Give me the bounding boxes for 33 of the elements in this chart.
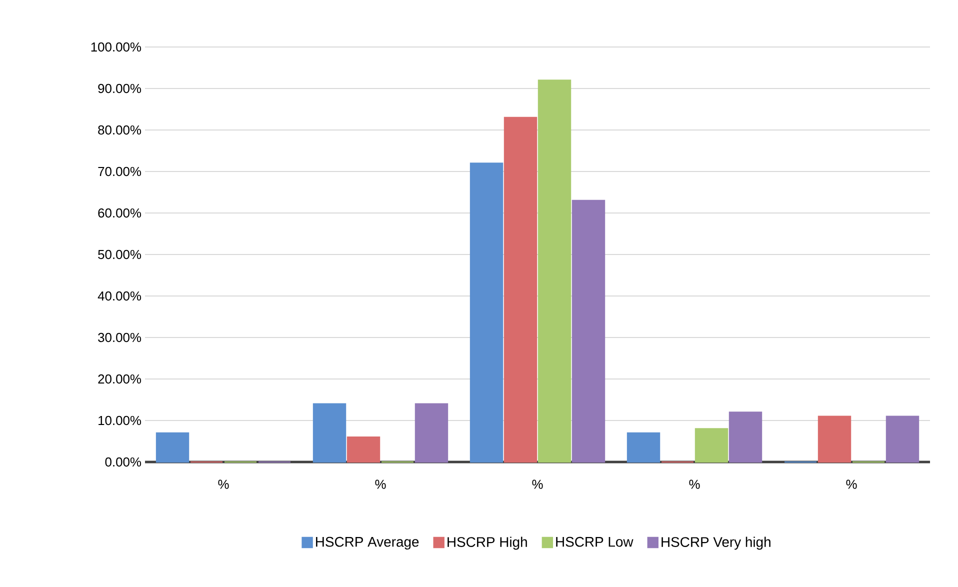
x-tick-label: %	[689, 480, 700, 489]
bar	[346, 436, 380, 463]
bar	[470, 162, 504, 463]
y-tick-label: 40.00%	[98, 291, 142, 301]
bar	[572, 200, 606, 463]
y-tick-label: 50.00%	[98, 250, 142, 260]
y-tick-label: 90.00%	[98, 84, 142, 94]
bar	[538, 80, 572, 463]
y-tick-label: 0.00%	[105, 457, 142, 467]
y-tick-label: 100.00%	[91, 42, 142, 52]
bar	[728, 412, 762, 463]
x-tick-label: %	[375, 480, 386, 489]
legend-label: HSCRP High	[448, 536, 527, 550]
y-tick-label: 20.00%	[98, 374, 142, 384]
legend-label: HSCRP Very high	[662, 536, 770, 550]
bar	[414, 403, 448, 463]
bar	[886, 416, 920, 463]
legend-label: HSCRP Low	[556, 536, 634, 547]
bar	[312, 403, 346, 463]
x-tick-label: %	[532, 480, 543, 489]
bar	[626, 432, 660, 463]
x-tick-label: %	[218, 480, 229, 489]
bar	[504, 116, 538, 463]
y-tick-label: 30.00%	[98, 332, 142, 342]
y-tick-label: 60.00%	[98, 208, 142, 218]
y-tick-label: 80.00%	[98, 125, 142, 135]
bar	[818, 416, 852, 463]
x-tick-label: %	[846, 480, 857, 489]
bar	[694, 428, 728, 463]
y-tick-label: 70.00%	[98, 166, 142, 176]
bar	[156, 432, 190, 463]
legend-label: HSCRP Average	[316, 536, 419, 550]
y-tick-label: 10.00%	[98, 416, 142, 426]
